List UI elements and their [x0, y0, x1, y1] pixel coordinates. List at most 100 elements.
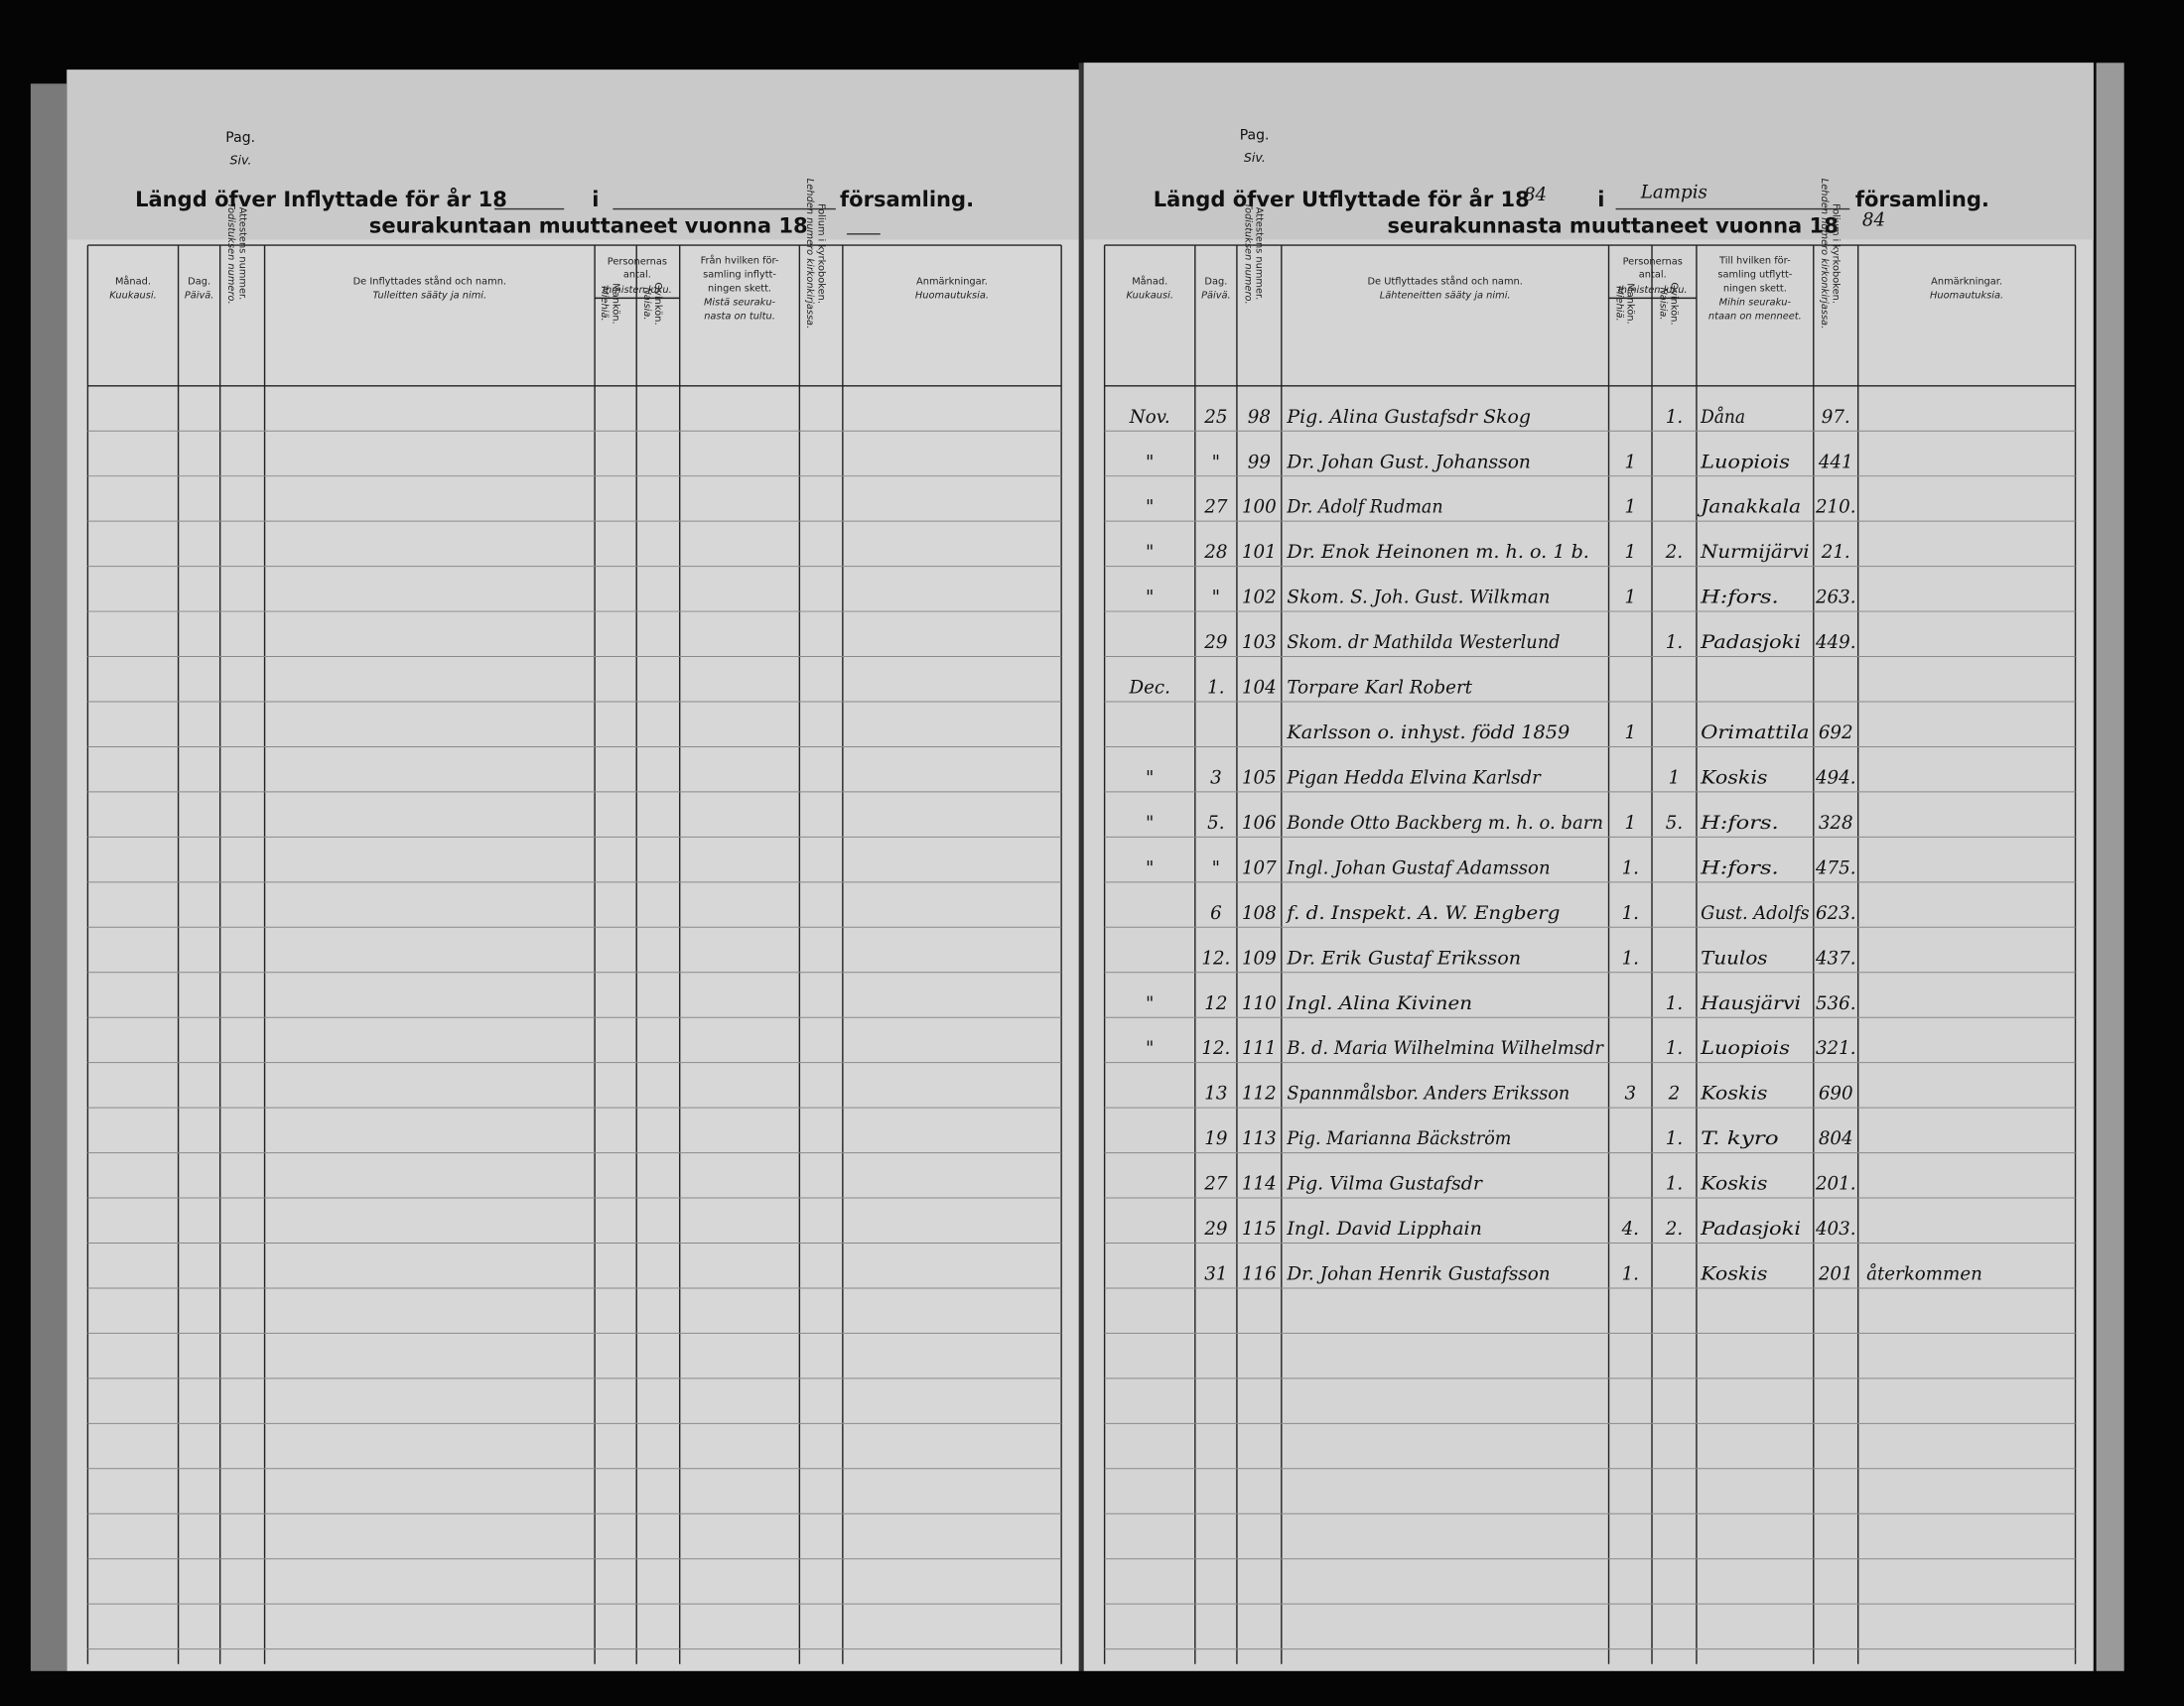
entry-cell: 437. — [1815, 948, 1856, 969]
entry-parish: Luopiois — [1700, 452, 1790, 472]
entry-parish: T. kyro — [1701, 1128, 1779, 1149]
entry-cell: 113 — [1242, 1128, 1277, 1149]
left-header-band — [67, 69, 1080, 240]
entry-cell: 25 — [1203, 407, 1227, 428]
column-header: Päivä. — [185, 290, 214, 301]
column-header: Folium i kyrkoboken. — [1830, 203, 1841, 304]
entry-cell: 1. — [1666, 1128, 1683, 1149]
entry-cell: 103 — [1242, 632, 1277, 653]
entry-cell: 201. — [1815, 1174, 1856, 1195]
entry-cell: 108 — [1242, 903, 1277, 924]
column-header: Mihin seuraku- — [1719, 297, 1792, 308]
column-header: Miehiä. — [1613, 286, 1624, 321]
page-edges — [30, 83, 68, 1671]
entry-parish: Nurmijärvi — [1700, 542, 1810, 563]
column-header: Lehden numero kirkonkirjassa. — [804, 179, 815, 328]
column-header: Anmärkningar. — [916, 276, 988, 287]
entry-parish: H:fors. — [1700, 813, 1779, 834]
column-header: Lehden numero kirkonkirjassa. — [1819, 179, 1830, 328]
entry-cell: 21. — [1821, 542, 1850, 563]
entry-cell: 31 — [1204, 1264, 1227, 1285]
title-end: församling. — [840, 187, 974, 211]
entry-cell: 100 — [1242, 497, 1277, 518]
entry-name: Pig. Vilma Gustafsdr — [1286, 1174, 1483, 1195]
entry-cell: " — [1146, 1038, 1154, 1059]
entry-cell: 1 — [1624, 542, 1636, 563]
entry-parish: Koskis — [1700, 1264, 1767, 1285]
entry-cell: " — [1146, 542, 1154, 563]
column-header: Månad. — [1132, 274, 1167, 287]
year: 84 — [1524, 185, 1547, 205]
column-header: Naisia. — [641, 287, 652, 320]
entry-name: Pigan Hedda Elvina Karlsdr — [1286, 767, 1542, 788]
entry-cell: 27 — [1203, 1174, 1228, 1195]
entry-cell: 19 — [1204, 1128, 1228, 1149]
entry-cell: 2. — [1665, 1219, 1683, 1240]
entry-cell: 107 — [1242, 857, 1277, 878]
column-header: Mistä seuraku- — [704, 297, 776, 308]
entry-parish: Padasjoki — [1700, 1219, 1801, 1240]
entry-name: Dr. Adolf Rudman — [1286, 497, 1442, 518]
entry-name: Skom. dr Mathilda Westerlund — [1287, 632, 1560, 653]
entry-name: Karlsson o. inhyst. född 1859 — [1286, 722, 1570, 743]
entry-name: Skom. S. Joh. Gust. Wilkman — [1287, 588, 1550, 608]
entry-parish: H:fors. — [1700, 857, 1779, 878]
column-header: Miehiä. — [599, 286, 610, 321]
entry-name: Dr. Johan Gust. Johansson — [1286, 452, 1531, 472]
column-header: Todistuksen numero. — [1242, 202, 1253, 304]
column-header: Kuukausi. — [1126, 290, 1172, 301]
entry-cell: 441 — [1818, 452, 1853, 472]
column-header: samling utflytt- — [1717, 269, 1792, 280]
column-header: Attestens nummer. — [236, 207, 247, 301]
entry-cell: 536. — [1816, 993, 1856, 1014]
entry-cell: 263. — [1815, 588, 1856, 608]
entry-cell: 1. — [1666, 632, 1683, 653]
entry-cell: 110 — [1242, 993, 1277, 1014]
entry-cell: 692 — [1819, 722, 1853, 743]
entry-cell: 1. — [1622, 948, 1639, 969]
entry-name: Ingl. Alina Kivinen — [1286, 993, 1472, 1014]
entry-cell: 804 — [1819, 1128, 1853, 1149]
entry-parish: Koskis — [1700, 1174, 1767, 1195]
column-header: Qvinkön. — [652, 282, 663, 325]
entry-cell: 97. — [1822, 407, 1850, 428]
title-i: i — [1597, 187, 1604, 211]
entry-parish: Luopiois — [1700, 1038, 1790, 1059]
entry-name: Bonde Otto Backberg m. h. o. barn — [1286, 813, 1602, 834]
entry-cell: 29 — [1203, 1219, 1228, 1240]
entry-cell: " — [1146, 857, 1154, 878]
entry-cell: 99 — [1248, 452, 1272, 472]
entry-cell: " — [1212, 857, 1220, 878]
entry-cell: " — [1146, 452, 1154, 472]
entry-cell: 1. — [1666, 407, 1683, 428]
entry-cell: 13 — [1204, 1084, 1227, 1105]
entry-cell: " — [1146, 813, 1154, 834]
right-page — [1083, 63, 2094, 1671]
entry-cell: 106 — [1242, 813, 1277, 834]
column-header: Qvinkön. — [1669, 282, 1680, 325]
entry-name: Torpare Karl Robert — [1287, 678, 1472, 699]
title-i: i — [592, 187, 599, 211]
entry-parish: Tuulos — [1701, 948, 1767, 969]
column-header: Mankön. — [610, 283, 620, 324]
entry-name: Dr. Enok Heinonen m. h. o. 1 b. — [1286, 542, 1589, 563]
column-header: Dag. — [188, 276, 210, 287]
entry-parish: Koskis — [1700, 1084, 1767, 1105]
entry-parish: Janakkala — [1697, 497, 1801, 518]
group-header: antal. — [623, 269, 651, 280]
entry-name: Dr. Johan Henrik Gustafsson — [1286, 1264, 1550, 1285]
right-header-band — [1083, 63, 2094, 240]
entry-cell: 1. — [1207, 678, 1224, 699]
entry-cell: 449. — [1815, 632, 1856, 653]
entry-cell: " — [1146, 993, 1154, 1014]
siv-label: Siv. — [230, 153, 252, 168]
left-page — [67, 69, 1080, 1671]
parish: Lampis — [1640, 182, 1707, 202]
entry-parish: Koskis — [1700, 767, 1767, 788]
entry-cell: 27 — [1203, 497, 1228, 518]
entry-cell: 1. — [1666, 993, 1683, 1014]
column-header: Dag. — [1204, 276, 1227, 287]
entry-cell: 1 — [1624, 497, 1636, 518]
